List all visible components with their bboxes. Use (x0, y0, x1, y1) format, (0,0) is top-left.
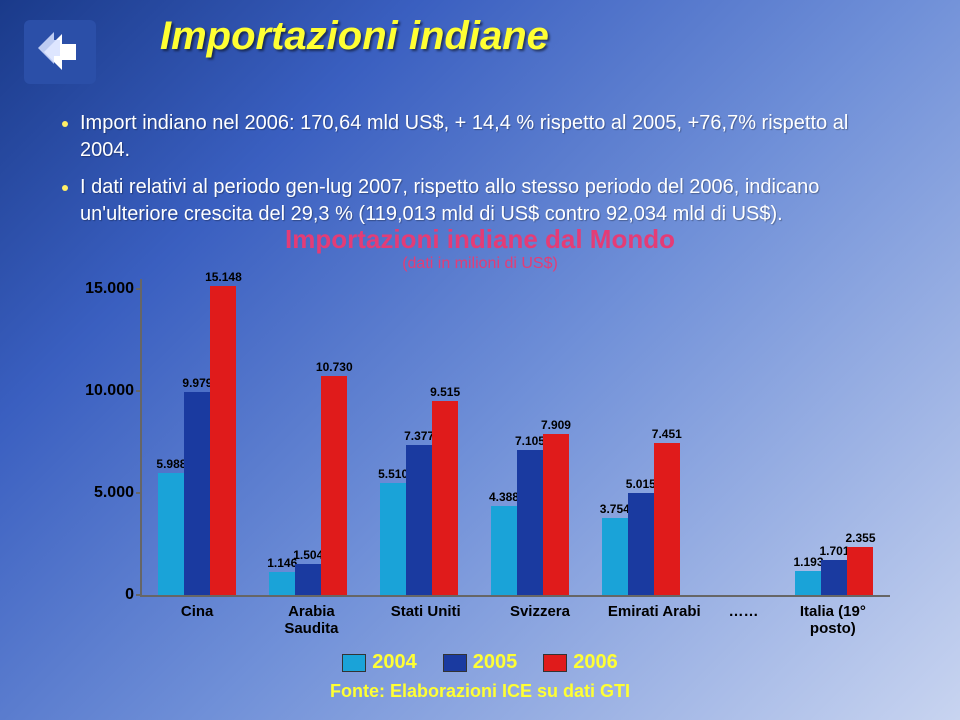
bar-2006: 9.515 (432, 401, 458, 595)
bar-2006: 15.148 (210, 286, 236, 595)
bar-chart: Importazioni indiane dal Mondo (dati in … (60, 224, 900, 664)
bar-2006: 7.909 (543, 434, 569, 595)
bar-value-label: 1.701 (819, 544, 849, 558)
bar-value-label: 3.754 (600, 502, 630, 516)
footer-source: Fonte: Elaborazioni ICE su dati GTI (0, 681, 960, 702)
legend-item: 2005 (443, 651, 518, 674)
bar-value-label: 5.510 (378, 467, 408, 481)
chart-subtitle: (dati in milioni di US$) (60, 255, 900, 273)
legend-swatch (342, 654, 366, 672)
bar-2005: 1.701 (821, 560, 847, 595)
bar-2005: 5.015 (628, 493, 654, 595)
x-label: Italia (19° posto) (783, 603, 883, 637)
bar-value-label: 4.388 (489, 490, 519, 504)
bar-2004: 5.988 (158, 473, 184, 595)
bar-value-label: 7.451 (652, 427, 682, 441)
bar-value-label: 5.015 (626, 477, 656, 491)
bar-2005: 1.504 (295, 564, 321, 595)
y-tick-label: 5.000 (72, 484, 134, 502)
bar-value-label: 15.148 (205, 270, 242, 284)
bar-2004: 1.193 (795, 571, 821, 595)
bar-value-label: 9.979 (182, 376, 212, 390)
bar-value-label: 7.377 (404, 429, 434, 443)
bar-2005: 7.105 (517, 450, 543, 595)
bar-2004: 5.510 (380, 483, 406, 595)
y-tick-label: 0 (72, 586, 134, 604)
chart-title: Importazioni indiane dal Mondo (60, 224, 900, 255)
bullet-list: Import indiano nel 2006: 170,64 mld US$,… (40, 110, 900, 238)
bar-group: 4.3887.1057.909 (491, 434, 569, 595)
bar-value-label: 9.515 (430, 385, 460, 399)
bar-2006: 7.451 (654, 443, 680, 595)
bar-value-label: 5.988 (156, 457, 186, 471)
x-label: Cina (147, 603, 247, 637)
bar-2004: 1.146 (269, 572, 295, 595)
x-label: Emirati Arabi (604, 603, 704, 637)
y-tick-label: 15.000 (72, 280, 134, 298)
bar-value-label: 7.909 (541, 418, 571, 432)
logo-icon (24, 20, 96, 84)
bars-container: 5.9889.97915.1481.1461.50410.7305.5107.3… (142, 279, 890, 595)
slide: Importazioni indiane Import indiano nel … (0, 0, 960, 720)
bar-value-label: 2.355 (845, 531, 875, 545)
bar-value-label: 10.730 (316, 360, 353, 374)
x-label: Arabia Saudita (261, 603, 361, 637)
legend-label: 2006 (573, 651, 618, 674)
x-label: …… (719, 603, 769, 637)
legend-swatch (543, 654, 567, 672)
bar-2004: 4.388 (491, 506, 517, 595)
slide-title: Importazioni indiane (160, 14, 549, 59)
bar-group: 3.7545.0157.451 (602, 443, 680, 595)
legend-item: 2006 (543, 651, 618, 674)
bar-2005: 7.377 (406, 445, 432, 595)
legend: 2004 2005 2006 (60, 651, 900, 674)
x-label: Stati Uniti (376, 603, 476, 637)
x-axis-labels: Cina Arabia Saudita Stati Uniti Svizzera Emi… (140, 603, 890, 637)
bar-2006: 2.355 (847, 547, 873, 595)
bar-2004: 3.754 (602, 518, 628, 595)
bar-group: 5.9889.97915.148 (158, 286, 236, 595)
legend-swatch (443, 654, 467, 672)
bar-2005: 9.979 (184, 392, 210, 595)
bar-group: 1.1461.50410.730 (269, 376, 347, 595)
x-label: Svizzera (490, 603, 590, 637)
bar-value-label: 7.105 (515, 434, 545, 448)
bar-2006: 10.730 (321, 376, 347, 595)
plot-area: 5.9889.97915.1481.1461.50410.7305.5107.3… (140, 279, 890, 597)
legend-item: 2004 (342, 651, 417, 674)
bar-group: 5.5107.3779.515 (380, 401, 458, 595)
bar-value-label: 1.504 (293, 548, 323, 562)
legend-label: 2005 (473, 651, 518, 674)
legend-label: 2004 (372, 651, 417, 674)
y-tick-label: 10.000 (72, 382, 134, 400)
bar-group: 1.1931.7012.355 (795, 547, 873, 595)
bullet-item: I dati relativi al periodo gen-lug 2007,… (80, 174, 900, 228)
bullet-item: Import indiano nel 2006: 170,64 mld US$,… (80, 110, 900, 164)
